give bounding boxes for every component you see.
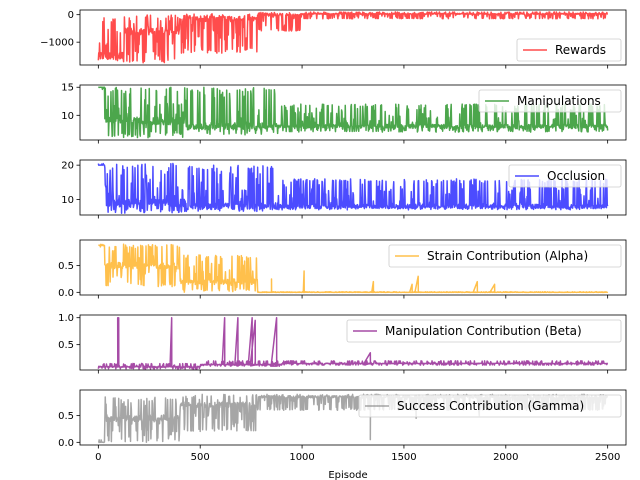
y-tick-label: 10 xyxy=(61,111,74,122)
y-tick-label: 0.5 xyxy=(58,340,74,351)
series-line-4 xyxy=(97,243,609,294)
legend-label-4: Strain Contribution (Alpha) xyxy=(427,249,588,263)
legend-label-1: Rewards xyxy=(555,43,606,57)
subplot-4: 0.0 0.5 Strain Contribution (Alpha) xyxy=(58,239,627,299)
axes-frame-6 xyxy=(79,389,627,446)
x-tick-label: 2000 xyxy=(493,452,518,463)
y-tick-label: 15 xyxy=(61,83,74,94)
x-tick-label: 1000 xyxy=(289,452,314,463)
y-tick-label: −1000 xyxy=(40,38,74,49)
axes-frame-2 xyxy=(79,84,627,141)
y-tick-label: 0.5 xyxy=(58,411,74,422)
legend-box-2 xyxy=(478,89,622,113)
x-tick-label: 0 xyxy=(95,452,101,463)
y-tick-label: 0 xyxy=(68,10,74,21)
legend-label-5: Manipulation Contribution (Beta) xyxy=(385,324,582,338)
axes-frame-1 xyxy=(79,9,627,66)
x-tick-label: 500 xyxy=(191,452,210,463)
legend-box-3 xyxy=(508,164,622,188)
y-tick-label: 1.0 xyxy=(58,313,74,324)
legend-label-2: Manipulations xyxy=(517,94,601,108)
subplot-6: 0.0 0.5 0 500 1000 1500 2000 2500 Success Contri… xyxy=(58,389,627,463)
legend-label-6: Success Contribution (Gamma) xyxy=(397,399,584,413)
x-axis-label: Episode xyxy=(328,470,367,480)
legend-box-5 xyxy=(346,319,622,343)
y-tick-label: 0.0 xyxy=(58,288,74,299)
axes-frame-4 xyxy=(79,239,627,296)
y-tick-label: 20 xyxy=(61,161,74,172)
legend-box-6 xyxy=(358,394,622,418)
x-tick-label: 1500 xyxy=(391,452,416,463)
axes-frame-5 xyxy=(79,314,627,371)
y-tick-label: 0.5 xyxy=(58,261,74,272)
y-tick-label: 0.0 xyxy=(58,438,74,449)
series-line-3 xyxy=(97,162,609,214)
x-tick-label: 2500 xyxy=(595,452,620,463)
series-line-2 xyxy=(97,86,609,139)
legend-box-1 xyxy=(516,38,622,62)
y-tick-label: 10 xyxy=(61,195,74,206)
legend-box-4 xyxy=(388,244,622,268)
series-line-5 xyxy=(97,316,609,370)
axes-frame-3 xyxy=(79,159,627,216)
legend-label-3: Occlusion xyxy=(547,169,605,183)
subplot-1: 0 −1000 Rewards xyxy=(40,9,627,69)
series-line-1 xyxy=(97,11,609,64)
subplot-3: 10 20 Occlusion xyxy=(61,159,627,219)
subplot-2: 10 15 Manipulations xyxy=(61,83,627,144)
subplot-5: 0.5 1.0 Manipulation Contribution (Beta) xyxy=(58,313,627,374)
